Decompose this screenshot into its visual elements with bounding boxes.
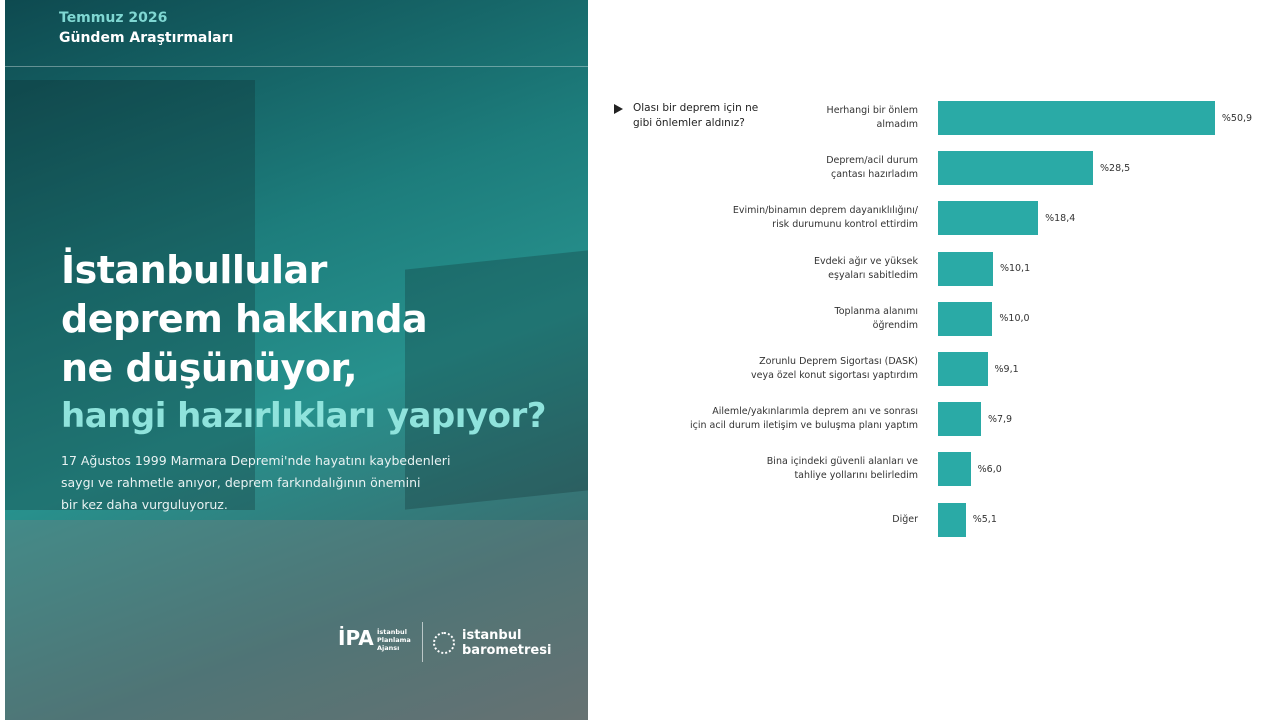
body-line: bir kez daha vurguluyoruz.: [61, 497, 228, 512]
value-label: %7,9: [987, 413, 1013, 425]
category-label: Ailemle/yakınlarımla deprem anı ve sonra…: [690, 406, 918, 432]
category-label: Evdeki ağır ve yüksek eşyaları sabitledi…: [813, 255, 918, 281]
building-shape: [405, 250, 588, 510]
bar: [938, 352, 988, 386]
title-line: deprem hakkında: [61, 297, 428, 341]
value-label: %18,4: [1045, 212, 1076, 224]
rubble-shape: [5, 520, 588, 720]
divider: [5, 66, 588, 67]
category-label: Diğer: [892, 513, 918, 525]
bar: [938, 151, 1094, 186]
logo-divider: [422, 622, 423, 662]
question-marker: [614, 104, 623, 114]
body-line: 17 Ağustos 1999 Marmara Depremi'nde haya…: [61, 453, 451, 468]
category-label: Evimin/binamın deprem dayanıklılığını/ r…: [732, 205, 918, 231]
category-label: Deprem/acil durum çantası hazırladım: [826, 155, 918, 181]
bar: [938, 402, 981, 437]
logo-ipa-mark: İPA: [338, 626, 374, 650]
series-name: Gündem Araştırmaları: [59, 30, 234, 46]
value-label: %10,1: [999, 263, 1031, 275]
bar: [938, 201, 1039, 236]
value-label: %6,0: [977, 463, 1002, 475]
building-shape: [5, 80, 255, 510]
bar: [938, 251, 993, 286]
value-label: %50,9: [1221, 112, 1253, 124]
poster: Temmuz 2026 Gündem Araştırmaları İstanbu…: [5, 0, 588, 720]
bar: [938, 101, 1215, 135]
bar: [938, 301, 993, 336]
value-label: %9,1: [994, 363, 1019, 375]
value-label: %10,0: [999, 313, 1030, 325]
question: Olası bir deprem için ne gibi önlemler a…: [633, 102, 759, 129]
title-line: ne düşünüyor,: [61, 346, 358, 390]
category-label: Toplanma alanımı öğrendim: [834, 305, 918, 331]
category-label: Herhangi bir önlem almadım: [826, 105, 918, 130]
title-highlight: hangi hazırlıkları yapıyor?: [61, 396, 546, 436]
category-label: Bina içindeki güvenli alanları ve tahliy…: [766, 456, 918, 482]
logo-ipa-text: İstanbul Planlama Ajansı: [377, 628, 411, 652]
title-line: İstanbullular: [61, 248, 327, 292]
date: Temmuz 2026: [59, 10, 168, 26]
logo-icon: [433, 632, 455, 654]
value-label: %5,1: [972, 514, 997, 526]
category-label: Zorunlu Deprem Sigortası (DASK) veya öze…: [751, 356, 918, 381]
bar: [938, 452, 971, 487]
bar: [938, 502, 966, 537]
body-line: saygı ve rahmetle anıyor, deprem farkınd…: [61, 475, 421, 490]
value-label: %28,5: [1100, 162, 1131, 174]
logo-barometre: istanbul barometresi: [462, 628, 552, 658]
